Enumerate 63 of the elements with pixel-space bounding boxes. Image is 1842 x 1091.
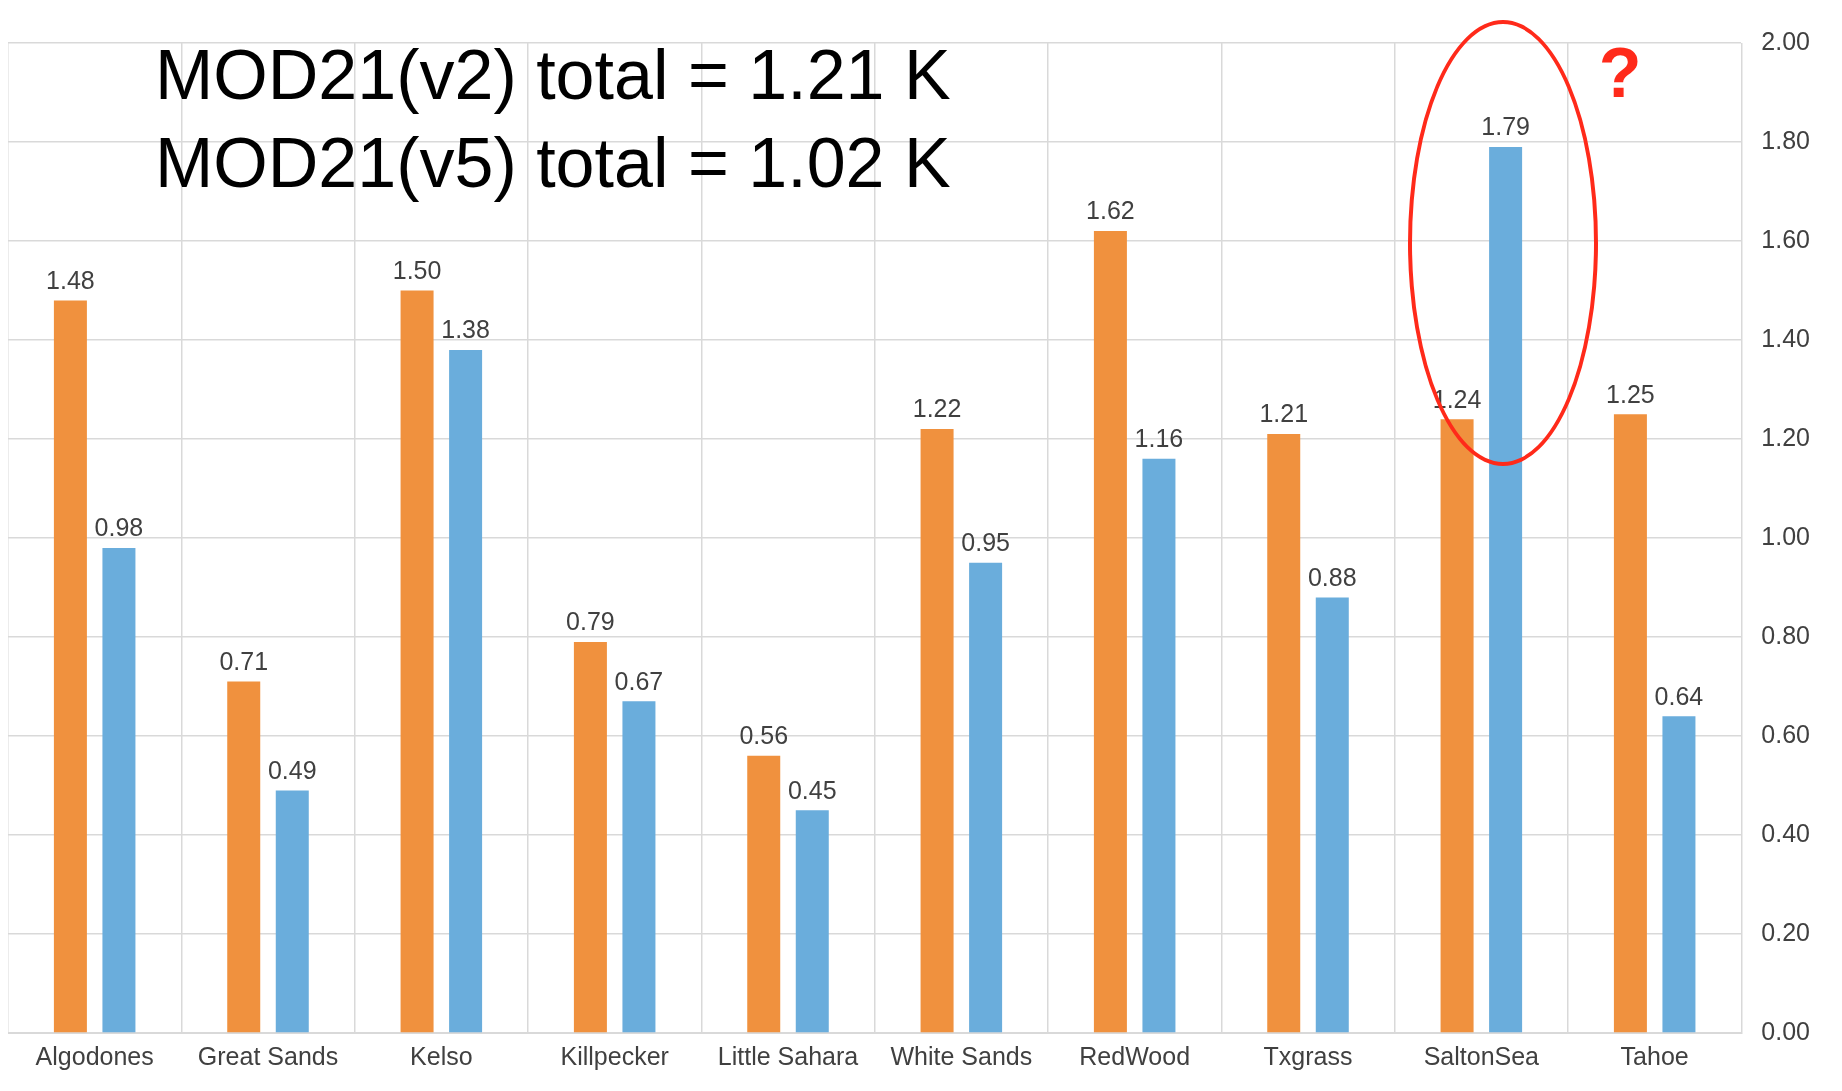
bar	[275, 790, 309, 1033]
x-tick-label: Killpecker	[560, 1041, 669, 1070]
data-label: 0.98	[94, 513, 144, 542]
bar	[400, 290, 434, 1033]
data-label: 0.67	[614, 666, 664, 695]
bar	[1142, 458, 1176, 1033]
bar	[795, 810, 829, 1033]
bar	[1613, 414, 1647, 1033]
data-label: 1.48	[46, 265, 95, 294]
data-label: 0.45	[787, 775, 837, 804]
y-tick-label: 1.00	[1761, 521, 1811, 550]
bar	[1489, 146, 1523, 1033]
annotation: MOD21(v2) total = 1.21 K	[155, 36, 951, 115]
x-tick-label: Little Sahara	[717, 1041, 859, 1070]
data-label: 0.71	[219, 646, 269, 675]
x-tick-label: RedWood	[1079, 1041, 1191, 1070]
data-label: 1.22	[912, 394, 962, 423]
bar	[747, 755, 781, 1033]
y-tick-label: 1.20	[1761, 422, 1811, 451]
y-tick-label: 0.40	[1761, 818, 1811, 847]
bar	[1267, 434, 1301, 1033]
x-tick-label: Tahoe	[1620, 1041, 1689, 1070]
bar	[622, 701, 656, 1033]
y-tick-label: 1.40	[1761, 323, 1811, 352]
data-label: 0.56	[739, 721, 789, 750]
bar	[227, 681, 261, 1033]
y-tick-label: 0.60	[1761, 719, 1811, 748]
annotation: ?	[1598, 34, 1642, 113]
bar	[102, 547, 136, 1033]
x-tick-label: Kelso	[410, 1041, 473, 1070]
data-label: 0.79	[566, 607, 615, 636]
y-tick-label: 1.80	[1761, 125, 1811, 154]
data-label: 0.88	[1307, 562, 1357, 591]
bar	[969, 562, 1003, 1033]
y-tick-label: 0.80	[1761, 620, 1811, 649]
data-label: 1.79	[1481, 112, 1530, 141]
y-tick-label: 0.20	[1761, 917, 1811, 946]
data-label: 1.38	[441, 315, 490, 344]
data-label: 0.95	[961, 528, 1010, 557]
x-tick-label: Algodones	[35, 1041, 154, 1070]
x-tick-label: White Sands	[890, 1041, 1033, 1070]
data-label: 0.49	[267, 755, 317, 784]
y-tick-label: 0.00	[1761, 1016, 1811, 1045]
bar	[1440, 419, 1474, 1033]
bar	[1662, 716, 1696, 1033]
x-tick-label: Great Sands	[197, 1041, 339, 1070]
bar	[449, 349, 483, 1033]
y-tick-label: 2.00	[1761, 26, 1811, 55]
bar	[53, 300, 87, 1033]
bar	[920, 429, 954, 1033]
x-tick-label: SaltonSea	[1423, 1041, 1540, 1070]
bar	[1315, 597, 1349, 1033]
x-tick-label: Txgrass	[1263, 1041, 1353, 1070]
bar	[573, 641, 607, 1033]
bar	[1093, 231, 1127, 1033]
y-tick-label: 1.60	[1761, 224, 1811, 253]
data-label: 1.21	[1259, 399, 1309, 428]
data-label: 1.25	[1606, 379, 1655, 408]
data-label: 1.16	[1134, 424, 1184, 453]
data-label: 1.50	[392, 255, 442, 284]
annotation: MOD21(v5) total = 1.02 K	[155, 124, 951, 203]
data-label: 1.62	[1086, 196, 1135, 225]
data-label: 0.64	[1654, 681, 1704, 710]
